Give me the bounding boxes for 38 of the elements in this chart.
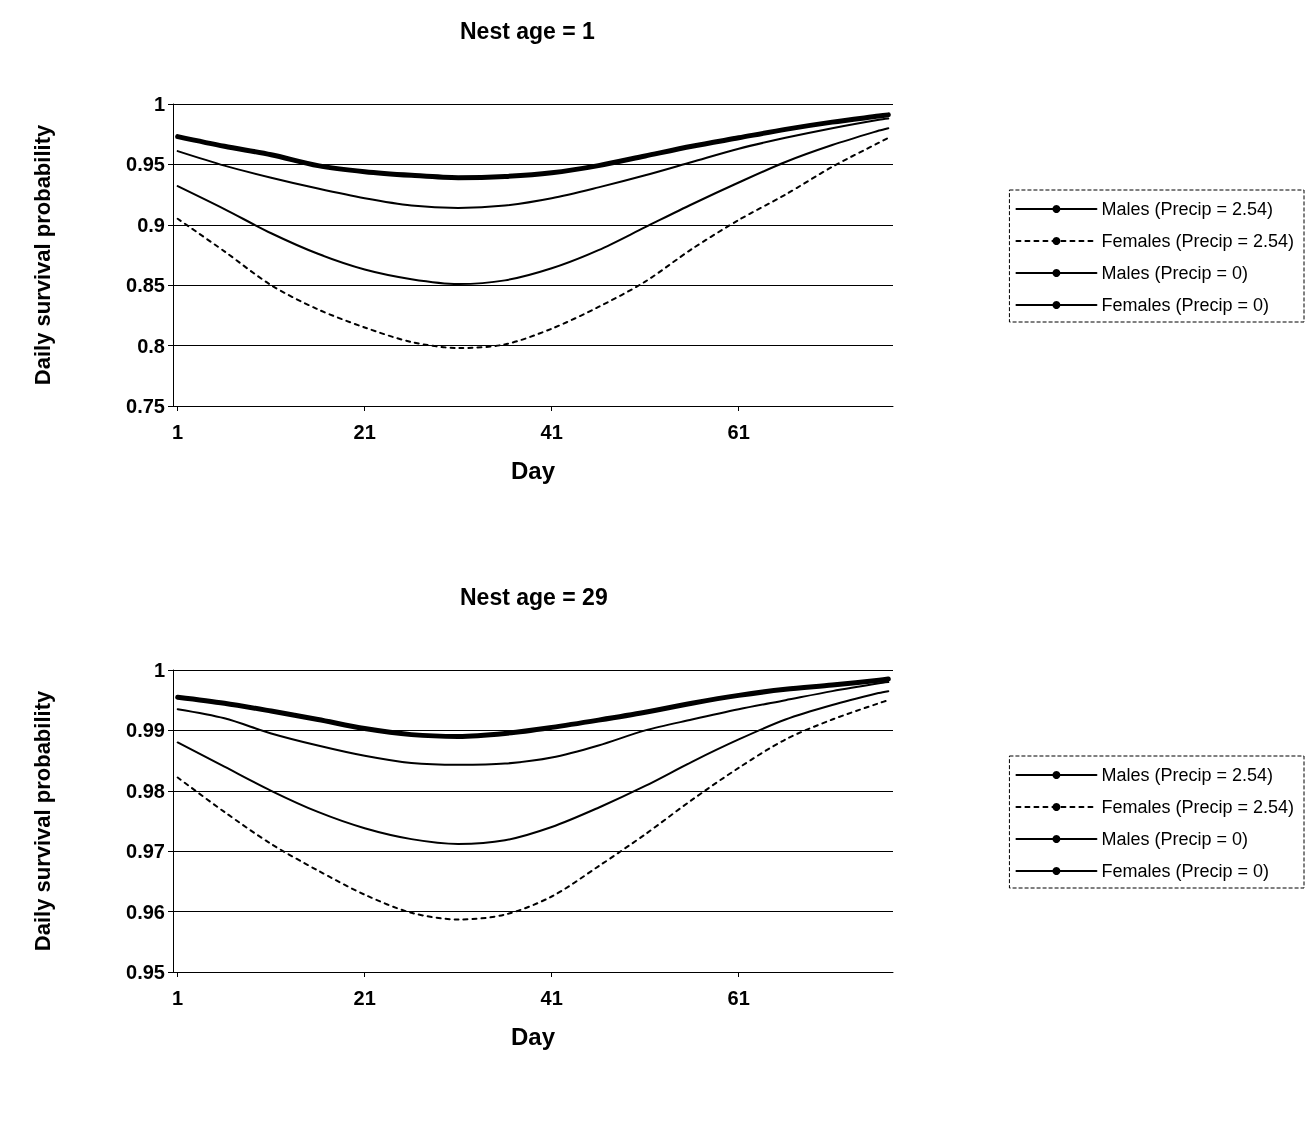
chart-title: Nest age = 29 xyxy=(460,583,608,610)
legend-label: Females (Precip = 0) xyxy=(1101,861,1269,881)
legend-label: Males (Precip = 0) xyxy=(1101,263,1248,283)
y-tick-label: 1 xyxy=(153,659,165,681)
y-tick-label: 0.96 xyxy=(126,900,165,923)
y-tick-label: 0.95 xyxy=(126,961,165,983)
line-series xyxy=(176,690,890,845)
x-tick-label: 41 xyxy=(540,421,563,443)
legend-label: Females (Precip = 2.54) xyxy=(1101,231,1294,251)
chart-title: Nest age = 1 xyxy=(460,17,596,44)
y-tick-label: 0.8 xyxy=(137,334,165,357)
y-tick-label: 0.75 xyxy=(126,395,165,417)
y-tick-label: 0.95 xyxy=(126,153,165,176)
legend-label: Males (Precip = 0) xyxy=(1101,829,1248,849)
legend-label: Females (Precip = 0) xyxy=(1101,295,1269,315)
y-axis-title: Daily survival probability xyxy=(29,124,55,386)
x-axis-title: Day xyxy=(510,1022,556,1050)
x-tick-label: 1 xyxy=(172,421,184,443)
x-tick-label: 1 xyxy=(172,987,184,1009)
y-axis-title: Daily survival probability xyxy=(29,690,55,952)
x-tick-label: 61 xyxy=(727,987,750,1009)
x-tick-label: 21 xyxy=(353,987,376,1009)
y-tick-label: 0.98 xyxy=(126,779,165,802)
x-tick-label: 61 xyxy=(727,421,750,443)
x-tick-label: 41 xyxy=(540,987,563,1009)
legend-label: Males (Precip = 2.54) xyxy=(1101,199,1273,219)
y-tick-label: 0.9 xyxy=(137,213,165,236)
y-tick-label: 1 xyxy=(153,93,165,115)
x-axis-title: Day xyxy=(510,456,556,484)
line-series xyxy=(176,136,890,350)
x-tick-label: 21 xyxy=(353,421,376,443)
y-tick-label: 0.85 xyxy=(126,274,165,297)
legend-label: Males (Precip = 2.54) xyxy=(1101,765,1273,785)
y-tick-label: 0.97 xyxy=(126,840,165,863)
legend-label: Females (Precip = 2.54) xyxy=(1101,797,1294,817)
y-tick-label: 0.99 xyxy=(126,719,165,742)
line-series xyxy=(176,127,890,285)
line-series xyxy=(176,681,890,766)
